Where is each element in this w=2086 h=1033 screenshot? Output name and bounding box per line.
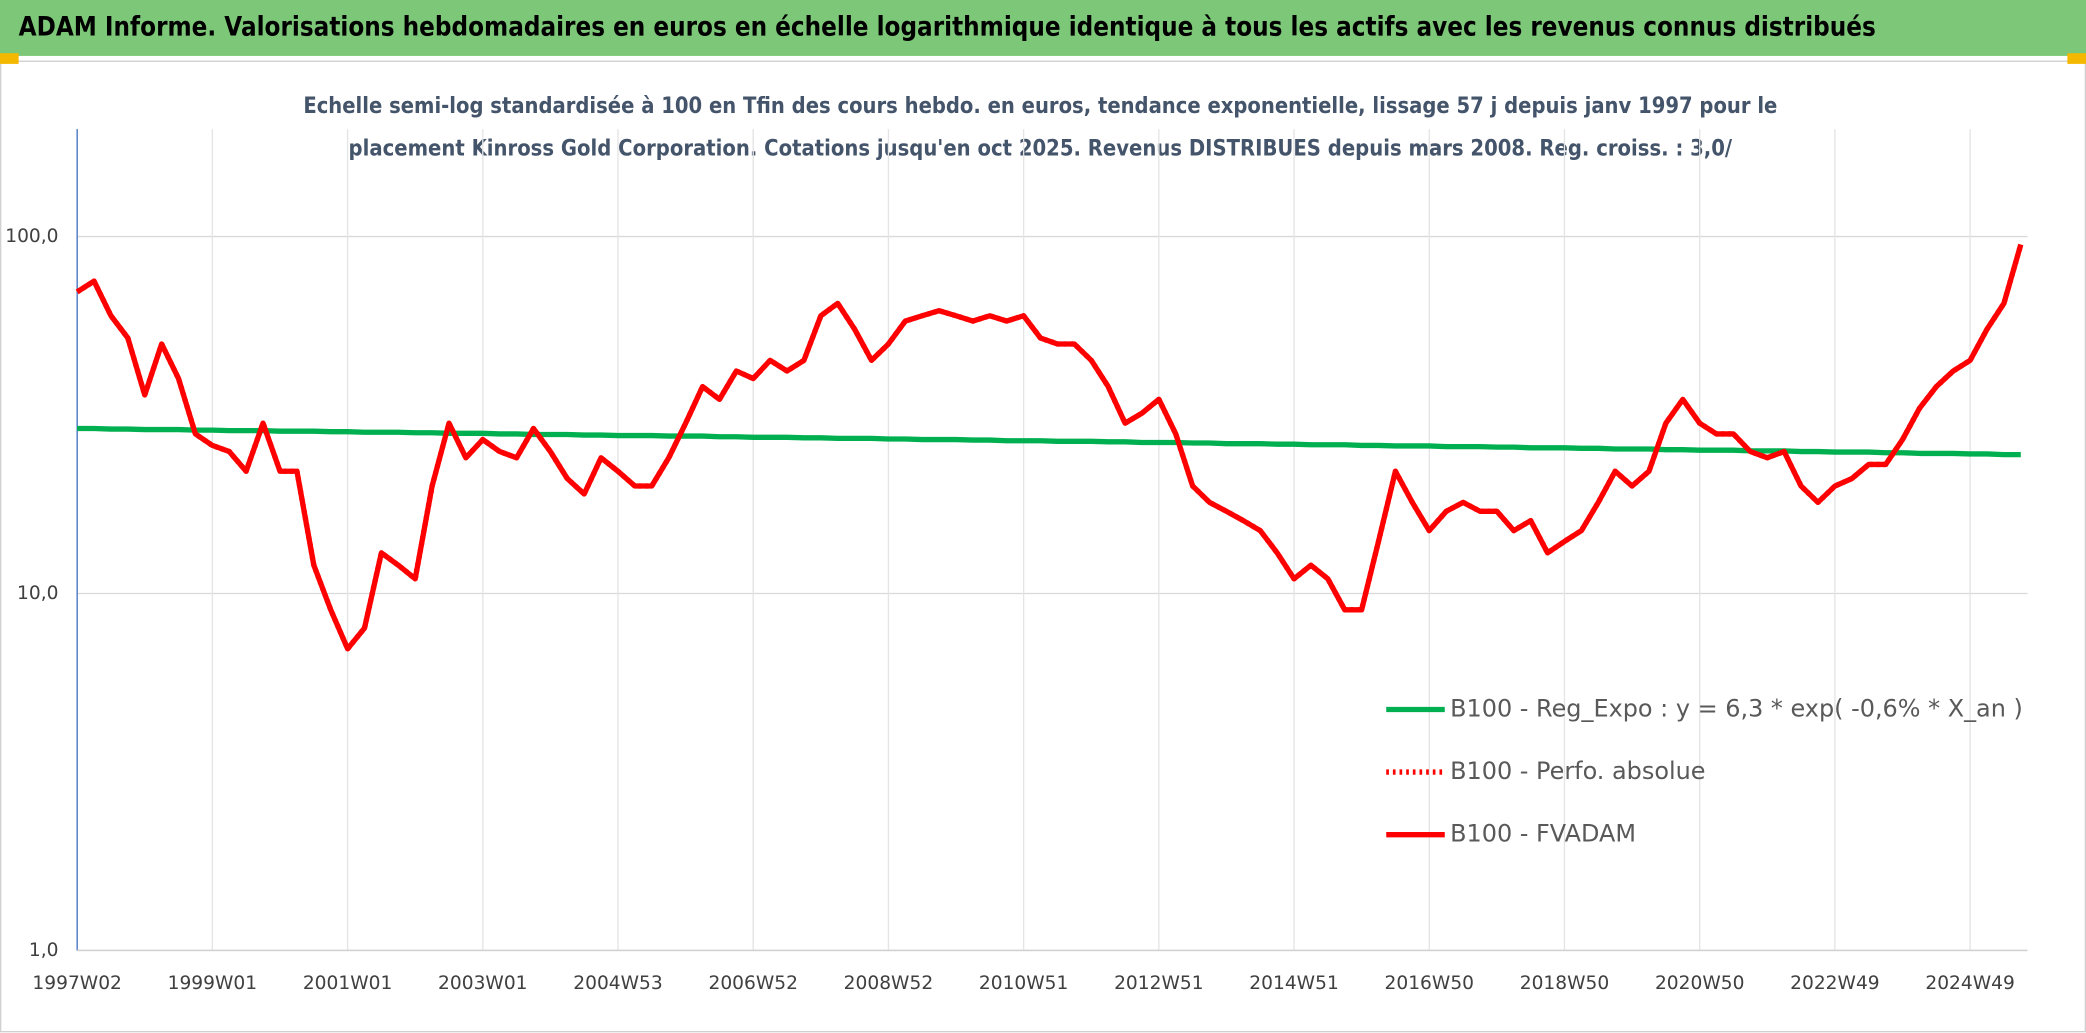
corner bbox=[2067, 53, 2086, 64]
chart-title: Echelle semi-log standardisée à 100 en T… bbox=[303, 93, 1777, 119]
x-tick-label: 2018W50 bbox=[1520, 973, 1609, 994]
x-tick-label: 2008W52 bbox=[844, 973, 933, 994]
x-tick-label: 1999W01 bbox=[168, 973, 257, 994]
x-tick-label: 2020W50 bbox=[1655, 973, 1744, 994]
header-bar bbox=[0, 0, 2086, 56]
y-tick-label: 10,0 bbox=[17, 583, 58, 604]
line-series bbox=[77, 425, 2021, 458]
y-tick-label: 100,0 bbox=[5, 226, 58, 247]
corner bbox=[0, 53, 19, 64]
x-tick-label: 2014W51 bbox=[1249, 973, 1338, 994]
x-tick-label: 2006W52 bbox=[708, 973, 797, 994]
x-tick-label: 2001W01 bbox=[303, 973, 392, 994]
chart-title: placement Kinross Gold Corporation. Cota… bbox=[349, 136, 1733, 162]
x-tick-label: 1997W02 bbox=[32, 973, 121, 994]
x-tick-label: 2016W50 bbox=[1385, 973, 1474, 994]
y-tick-label: 1,0 bbox=[29, 940, 59, 961]
x-tick-label: 2024W49 bbox=[1925, 973, 2014, 994]
x-tick-label: 2022W49 bbox=[1790, 973, 1879, 994]
line-series bbox=[75, 243, 2024, 652]
x-tick-label: 2003W01 bbox=[438, 973, 527, 994]
x-tick-label: 2012W51 bbox=[1114, 973, 1203, 994]
chart-frame bbox=[0, 60, 2086, 1033]
x-tick-label: 2004W53 bbox=[573, 973, 662, 994]
legend-label: B100 - Perfo. absolue bbox=[1450, 757, 1705, 785]
legend-label: B100 - FVADAM bbox=[1450, 820, 1636, 848]
legend-label: B100 - Reg_Expo : y = 6,3 * exp( -0,6% *… bbox=[1450, 695, 2023, 723]
x-tick-label: 2010W51 bbox=[979, 973, 1068, 994]
header-title: ADAM Informe. Valorisations hebdomadaire… bbox=[19, 11, 1876, 42]
